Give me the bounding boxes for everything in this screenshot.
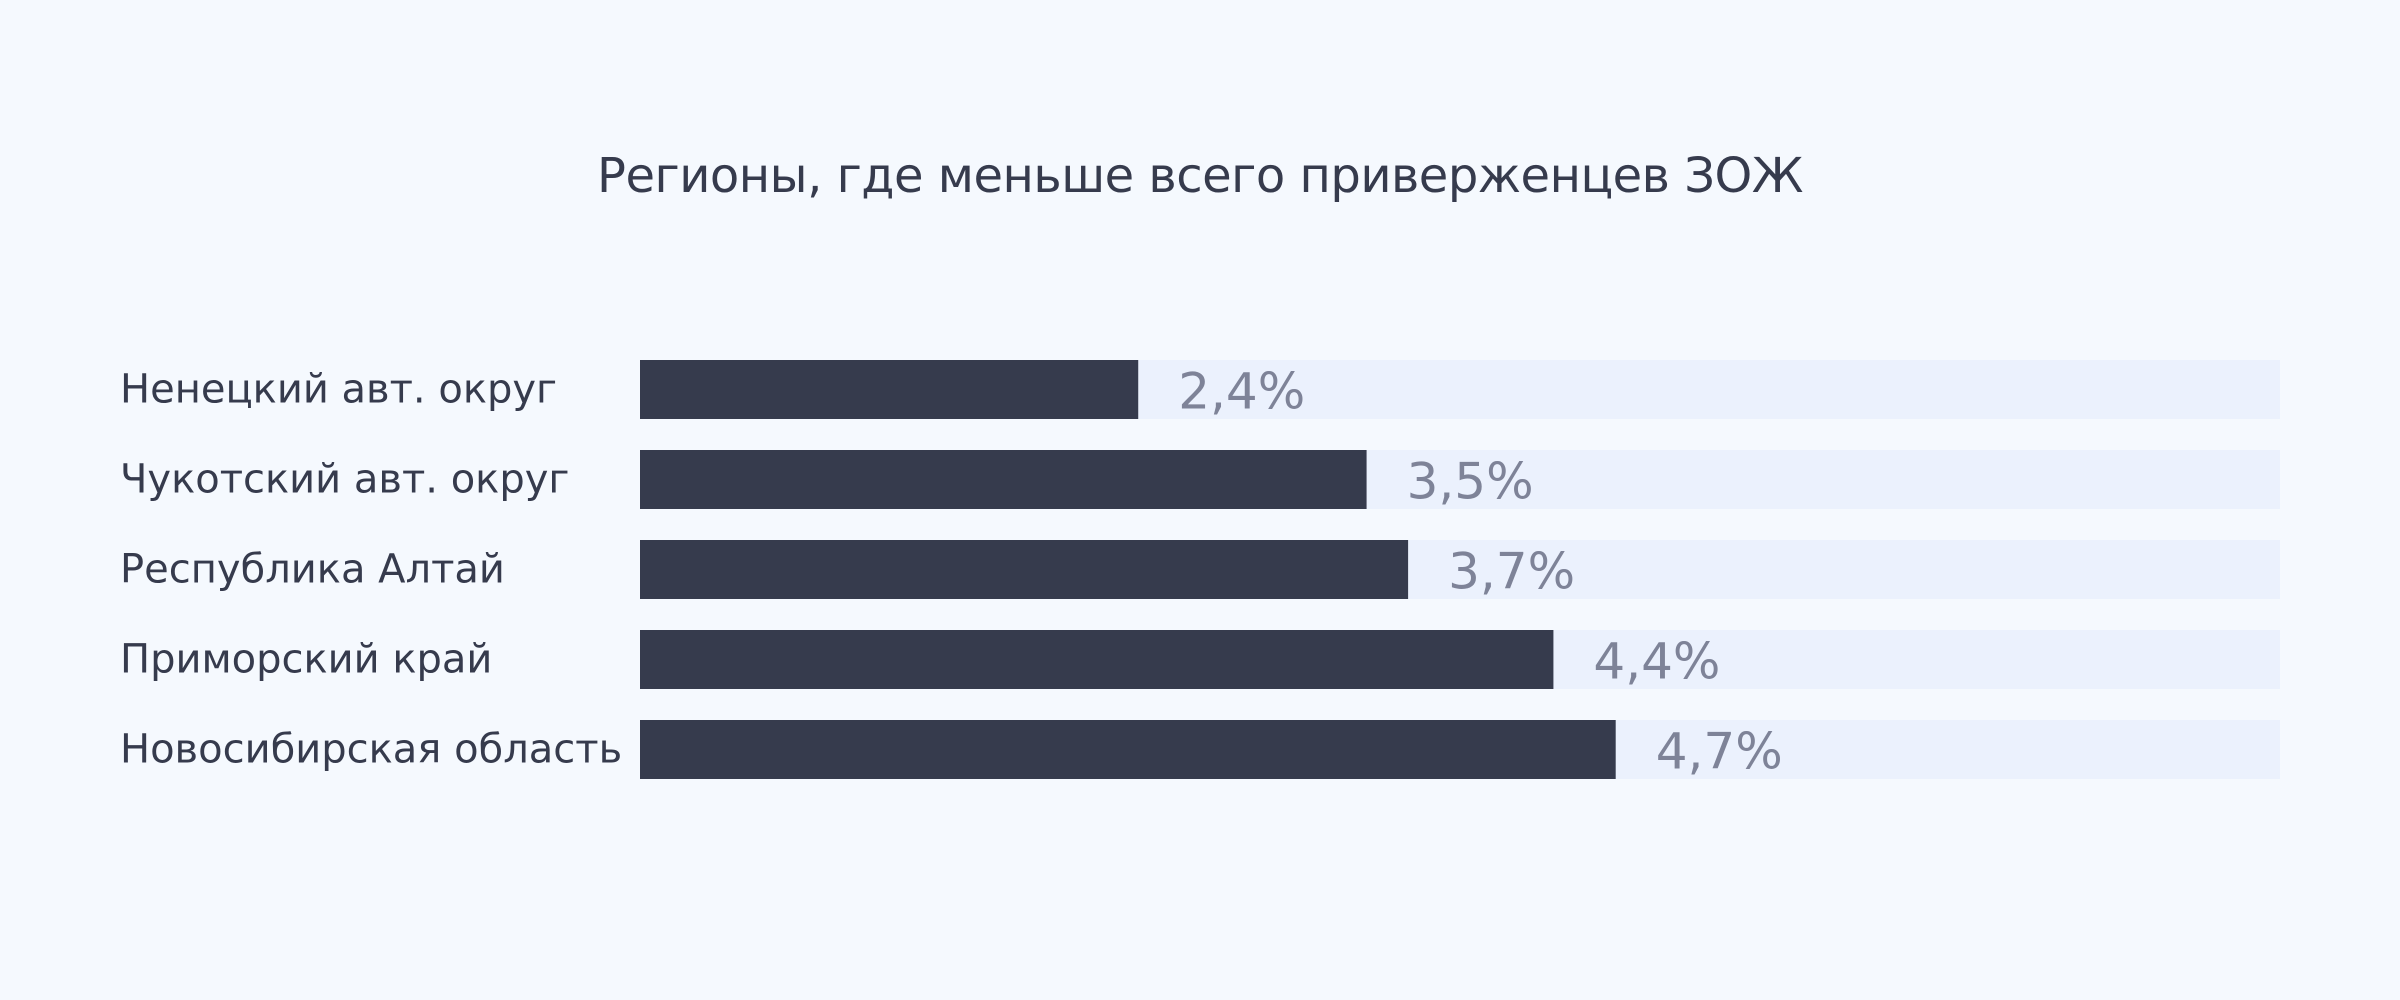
value-label: 4,7%: [1656, 723, 1783, 781]
category-label: Ненецкий авт. округ: [120, 367, 557, 413]
bar: [640, 360, 1139, 419]
bars-layer: Ненецкий авт. округ 2,4% Чукотский авт. ок…: [120, 360, 2280, 781]
chart-title: Регионы, где меньше всего приверженцев З…: [597, 148, 1803, 204]
category-label: Приморский край: [120, 637, 492, 683]
value-label: 4,4%: [1593, 633, 1720, 691]
value-label: 2,4%: [1178, 363, 1305, 421]
bar: [640, 540, 1409, 599]
value-label: 3,5%: [1407, 453, 1534, 511]
category-label: Новосибирская область: [120, 727, 622, 773]
bar: [640, 630, 1554, 689]
category-label: Республика Алтай: [120, 547, 505, 593]
bar: [640, 720, 1616, 779]
value-label: 3,7%: [1448, 543, 1575, 601]
category-label: Чукотский авт. округ: [120, 457, 569, 503]
bar: [640, 450, 1367, 509]
